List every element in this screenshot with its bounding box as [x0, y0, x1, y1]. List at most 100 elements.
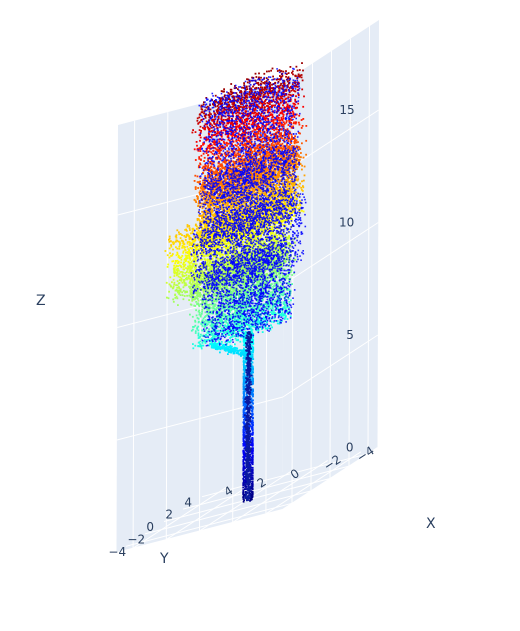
- point-cloud-point: [284, 227, 286, 230]
- point-cloud-point: [300, 119, 303, 121]
- point-cloud-point: [280, 124, 283, 127]
- point-cloud-point: [246, 93, 249, 95]
- point-cloud-point: [291, 211, 294, 214]
- point-cloud-point: [294, 98, 297, 101]
- point-cloud-point: [237, 289, 240, 292]
- point-cloud-point: [196, 175, 199, 178]
- point-cloud-point: [290, 89, 293, 92]
- point-cloud-point: [191, 299, 194, 302]
- point-cloud-point: [188, 299, 190, 301]
- point-cloud-point: [300, 127, 303, 129]
- point-cloud-point: [302, 179, 305, 182]
- point-cloud-point: [287, 298, 290, 300]
- point-cloud-point: [254, 111, 257, 114]
- point-cloud-point: [239, 340, 242, 343]
- point-cloud-point: [235, 206, 238, 209]
- point-cloud-point: [237, 157, 240, 159]
- point-cloud-point: [277, 102, 280, 105]
- point-cloud-point: [302, 118, 305, 120]
- point-cloud-point: [260, 112, 263, 115]
- point-cloud-point: [251, 353, 254, 356]
- point-cloud-point: [301, 180, 303, 183]
- point-cloud-point: [278, 181, 280, 184]
- point-cloud-point: [290, 299, 292, 302]
- point-cloud-point: [204, 116, 207, 119]
- point-cloud-point: [281, 118, 284, 121]
- point-cloud-point: [262, 91, 265, 94]
- point-cloud-point: [291, 83, 294, 86]
- gridline-floor-y: [132, 485, 229, 549]
- point-cloud-point: [301, 125, 304, 127]
- point-cloud-point: [233, 335, 236, 337]
- point-cloud-point: [269, 307, 272, 310]
- point-cloud-point: [301, 209, 303, 212]
- point-cloud-point: [301, 79, 304, 82]
- point-cloud-point: [302, 105, 305, 108]
- point-cloud-point: [291, 110, 294, 113]
- point-cloud-point: [228, 341, 231, 343]
- point-cloud-point: [262, 221, 264, 224]
- point-cloud-point: [264, 183, 267, 186]
- point-cloud-point: [246, 88, 249, 90]
- point-cloud-point: [289, 315, 292, 318]
- point-cloud-point: [303, 174, 306, 177]
- point-cloud-point: [259, 169, 262, 172]
- point-cloud-point: [251, 498, 253, 501]
- point-cloud-point: [276, 193, 279, 196]
- point-cloud-point: [277, 142, 280, 145]
- point-cloud-point: [240, 320, 243, 322]
- point-cloud-point: [246, 272, 249, 274]
- point-cloud-point: [295, 145, 298, 148]
- point-cloud-point: [263, 283, 265, 285]
- point-cloud-point: [279, 134, 282, 137]
- point-cloud-point: [261, 106, 264, 109]
- point-cloud-point: [254, 96, 257, 99]
- point-cloud-point: [181, 281, 184, 284]
- point-cloud-point: [288, 91, 291, 94]
- point-cloud-point: [252, 325, 255, 328]
- point-cloud-point: [295, 206, 297, 209]
- point-cloud-point: [235, 339, 238, 342]
- point-cloud-point: [292, 93, 295, 96]
- point-cloud: [164, 62, 308, 503]
- point-cloud-point: [298, 123, 301, 126]
- point-cloud-point: [287, 199, 290, 201]
- point-cloud-point: [253, 190, 255, 193]
- point-cloud-point: [266, 272, 268, 275]
- point-cloud-point: [291, 176, 293, 179]
- point-cloud-point: [268, 154, 271, 156]
- point-cloud-point: [247, 242, 249, 245]
- point-cloud-point: [198, 116, 201, 119]
- point-cloud-point: [302, 186, 305, 189]
- point-cloud-point: [286, 80, 289, 83]
- point-cloud-point: [273, 129, 276, 132]
- point-cloud-point: [259, 89, 261, 92]
- point-cloud-point: [260, 234, 262, 237]
- point-cloud-point: [289, 222, 292, 225]
- point-cloud-point: [244, 137, 247, 140]
- gridline-wall-z: [282, 447, 378, 510]
- point-cloud-point: [255, 120, 258, 123]
- point-cloud-point: [288, 93, 290, 96]
- point-cloud-point: [262, 232, 264, 234]
- point-cloud-point: [262, 186, 265, 189]
- point-cloud-point: [242, 154, 245, 157]
- point-cloud-point: [273, 269, 275, 271]
- point-cloud-point: [303, 95, 305, 98]
- point-cloud-point: [287, 134, 290, 137]
- point-cloud-point: [264, 326, 267, 328]
- point-cloud-point: [255, 278, 257, 281]
- point-cloud-point: [197, 299, 200, 302]
- point-cloud-point: [257, 125, 259, 128]
- point-cloud-point: [286, 137, 289, 140]
- point-cloud-point: [188, 244, 191, 246]
- point-cloud-point: [170, 244, 172, 246]
- point-cloud-point: [227, 159, 229, 162]
- point-cloud-point: [241, 159, 244, 162]
- point-cloud-point: [176, 286, 179, 289]
- point-cloud-point: [272, 187, 274, 190]
- point-cloud-point: [283, 318, 286, 320]
- point-cloud-point: [213, 134, 215, 136]
- point-cloud-point: [211, 257, 214, 260]
